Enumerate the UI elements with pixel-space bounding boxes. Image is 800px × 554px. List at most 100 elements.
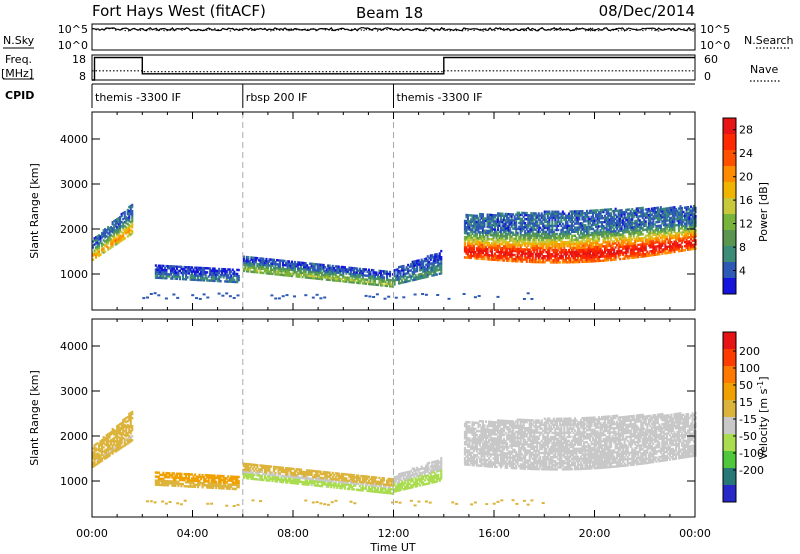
power-cell xyxy=(429,266,432,270)
power-cell xyxy=(498,234,501,238)
power-cell xyxy=(203,266,206,270)
power-cell xyxy=(297,265,300,268)
power-cell xyxy=(313,265,316,268)
power-cell xyxy=(549,257,552,260)
power-cell xyxy=(274,267,277,270)
power-cell xyxy=(306,266,309,269)
power-cell xyxy=(354,273,357,276)
power-cell xyxy=(117,227,120,230)
power-cell xyxy=(503,239,506,242)
power-cell xyxy=(419,263,422,266)
power-cell xyxy=(227,268,230,271)
power-cell xyxy=(533,234,536,237)
power-cell xyxy=(198,268,201,272)
power-cell xyxy=(271,262,274,266)
power-cell xyxy=(474,214,477,218)
power-cell xyxy=(554,216,557,220)
power-cell xyxy=(201,270,204,274)
power-cell xyxy=(524,240,527,243)
power-cell xyxy=(200,270,203,274)
power-cell xyxy=(515,243,518,247)
power-cell xyxy=(181,271,185,275)
velocity-cell xyxy=(120,440,123,443)
power-cell xyxy=(330,266,333,270)
power-cell xyxy=(225,274,228,277)
power-cell xyxy=(407,269,410,273)
power-cell xyxy=(539,259,542,262)
power-cell xyxy=(310,272,313,276)
power-cell xyxy=(408,273,411,277)
power-cell xyxy=(485,247,488,251)
power-cell xyxy=(413,266,416,269)
power-cell xyxy=(159,268,162,272)
power-cell xyxy=(393,271,396,274)
power-cell xyxy=(274,262,277,266)
power-cell xyxy=(519,235,522,239)
power-cell xyxy=(491,254,494,257)
power-cell xyxy=(201,268,204,272)
power-cell xyxy=(438,268,441,271)
power-cell xyxy=(477,239,480,242)
power-cell xyxy=(507,247,510,250)
power-cell xyxy=(376,275,380,279)
power-cell xyxy=(539,261,542,264)
power-cell xyxy=(542,228,545,232)
power-cell xyxy=(386,282,389,286)
power-cell xyxy=(174,275,177,278)
power-cell xyxy=(510,259,513,263)
power-cell xyxy=(396,272,399,275)
power-cell xyxy=(501,243,504,246)
power-cell xyxy=(160,272,163,276)
power-cell xyxy=(501,226,504,230)
power-cell xyxy=(256,265,259,268)
power-cell xyxy=(213,275,216,279)
power-cell xyxy=(259,257,262,260)
power-cell xyxy=(548,249,551,252)
power-cell xyxy=(554,249,557,252)
power-cell xyxy=(207,275,210,278)
power-cell xyxy=(539,230,542,234)
power-cell xyxy=(206,296,210,299)
power-cell xyxy=(125,230,128,233)
power-cell xyxy=(537,228,540,231)
power-cell xyxy=(530,218,533,221)
power-cell xyxy=(355,273,358,276)
power-cell xyxy=(463,250,467,253)
power-cell xyxy=(328,270,331,274)
power-cell xyxy=(548,247,551,250)
power-cell xyxy=(336,267,339,270)
power-cell xyxy=(519,238,522,241)
power-cell xyxy=(485,253,488,257)
power-cell xyxy=(432,272,435,275)
power-cell xyxy=(472,248,476,252)
power-cell xyxy=(552,245,555,248)
power-cell xyxy=(225,292,229,295)
power-cell xyxy=(472,218,476,221)
power-cell xyxy=(491,219,494,223)
power-cell xyxy=(289,268,292,271)
power-cell xyxy=(504,237,507,240)
power-cell xyxy=(429,254,432,257)
power-cell xyxy=(481,237,485,240)
power-cell xyxy=(504,251,507,254)
power-cell xyxy=(123,229,126,232)
power-cell xyxy=(641,206,644,210)
power-cell xyxy=(613,248,616,251)
power-cell xyxy=(486,254,489,257)
power-cell xyxy=(178,275,182,279)
power-cell xyxy=(497,244,500,248)
power-cell xyxy=(177,265,180,269)
power-cell xyxy=(531,220,534,223)
power-cell xyxy=(522,226,525,229)
power-cell xyxy=(370,275,374,278)
power-cell xyxy=(466,226,470,229)
power-cell xyxy=(475,247,479,250)
power-cell xyxy=(248,266,251,269)
power-cell xyxy=(417,261,420,264)
power-cell xyxy=(348,278,351,282)
power-cell xyxy=(157,270,160,274)
power-cell xyxy=(491,228,494,231)
power-cell xyxy=(213,279,216,283)
power-cell xyxy=(166,267,170,270)
power-cell xyxy=(506,249,509,252)
